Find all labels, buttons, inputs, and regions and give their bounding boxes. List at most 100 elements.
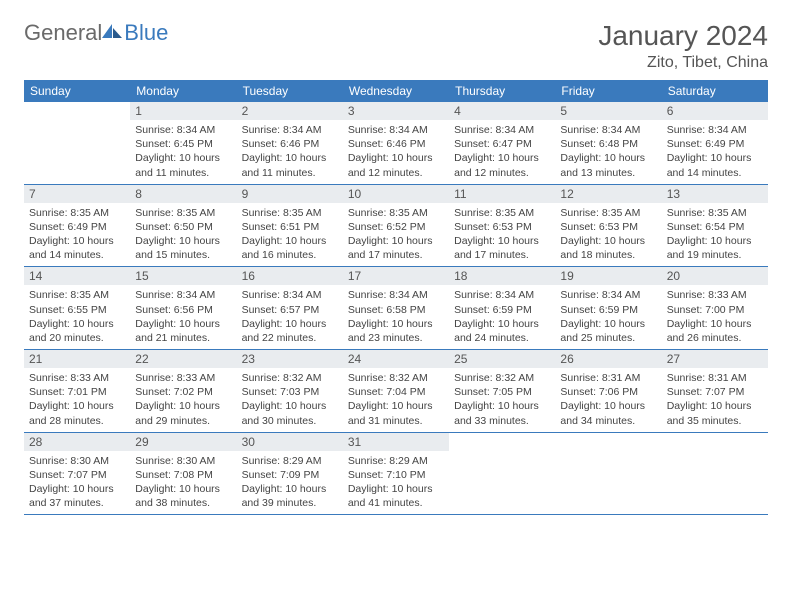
- calendar-day-cell: 3Sunrise: 8:34 AMSunset: 6:46 PMDaylight…: [343, 102, 449, 184]
- sunrise-text: Sunrise: 8:34 AM: [667, 123, 763, 137]
- calendar-day-cell: [662, 432, 768, 515]
- calendar-week-row: 28Sunrise: 8:30 AMSunset: 7:07 PMDayligh…: [24, 432, 768, 515]
- sunrise-text: Sunrise: 8:34 AM: [560, 123, 656, 137]
- day-number: 17: [343, 267, 449, 285]
- sunrise-text: Sunrise: 8:32 AM: [242, 371, 338, 385]
- sunset-text: Sunset: 6:52 PM: [348, 220, 444, 234]
- calendar-day-cell: 5Sunrise: 8:34 AMSunset: 6:48 PMDaylight…: [555, 102, 661, 184]
- sunset-text: Sunset: 6:47 PM: [454, 137, 550, 151]
- day-data: Sunrise: 8:29 AMSunset: 7:09 PMDaylight:…: [237, 451, 343, 515]
- sunset-text: Sunset: 6:53 PM: [454, 220, 550, 234]
- location-label: Zito, Tibet, China: [598, 54, 768, 72]
- brand-blue: Blue: [124, 20, 168, 46]
- calendar-week-row: 21Sunrise: 8:33 AMSunset: 7:01 PMDayligh…: [24, 350, 768, 433]
- day-number: 29: [130, 433, 236, 451]
- daylight-text: Daylight: 10 hours and 21 minutes.: [135, 317, 231, 345]
- sunrise-text: Sunrise: 8:30 AM: [29, 454, 125, 468]
- sunrise-text: Sunrise: 8:32 AM: [454, 371, 550, 385]
- weekday-header: Tuesday: [237, 80, 343, 102]
- calendar-week-row: 7Sunrise: 8:35 AMSunset: 6:49 PMDaylight…: [24, 184, 768, 267]
- sunrise-text: Sunrise: 8:35 AM: [667, 206, 763, 220]
- weekday-header-row: SundayMondayTuesdayWednesdayThursdayFrid…: [24, 80, 768, 102]
- day-number: 9: [237, 185, 343, 203]
- weekday-header: Wednesday: [343, 80, 449, 102]
- day-data: Sunrise: 8:33 AMSunset: 7:01 PMDaylight:…: [24, 368, 130, 432]
- sunset-text: Sunset: 6:46 PM: [242, 137, 338, 151]
- day-number: 11: [449, 185, 555, 203]
- sunrise-text: Sunrise: 8:35 AM: [29, 206, 125, 220]
- day-data: Sunrise: 8:35 AMSunset: 6:55 PMDaylight:…: [24, 285, 130, 349]
- brand-logo: General Blue: [24, 20, 168, 46]
- daylight-text: Daylight: 10 hours and 20 minutes.: [29, 317, 125, 345]
- day-number: 28: [24, 433, 130, 451]
- day-data: Sunrise: 8:34 AMSunset: 6:58 PMDaylight:…: [343, 285, 449, 349]
- day-data: Sunrise: 8:34 AMSunset: 6:56 PMDaylight:…: [130, 285, 236, 349]
- day-number: 24: [343, 350, 449, 368]
- sunrise-text: Sunrise: 8:35 AM: [348, 206, 444, 220]
- day-number: 4: [449, 102, 555, 120]
- sunset-text: Sunset: 7:07 PM: [29, 468, 125, 482]
- weekday-header: Monday: [130, 80, 236, 102]
- day-data: Sunrise: 8:35 AMSunset: 6:51 PMDaylight:…: [237, 203, 343, 267]
- sunrise-text: Sunrise: 8:34 AM: [135, 123, 231, 137]
- day-data: Sunrise: 8:29 AMSunset: 7:10 PMDaylight:…: [343, 451, 449, 515]
- sunrise-text: Sunrise: 8:33 AM: [135, 371, 231, 385]
- sunrise-text: Sunrise: 8:31 AM: [560, 371, 656, 385]
- sunrise-text: Sunrise: 8:34 AM: [454, 123, 550, 137]
- calendar-day-cell: 25Sunrise: 8:32 AMSunset: 7:05 PMDayligh…: [449, 350, 555, 433]
- day-number: 1: [130, 102, 236, 120]
- daylight-text: Daylight: 10 hours and 31 minutes.: [348, 399, 444, 427]
- sunset-text: Sunset: 6:59 PM: [454, 303, 550, 317]
- day-number: 5: [555, 102, 661, 120]
- weekday-header: Saturday: [662, 80, 768, 102]
- sunrise-text: Sunrise: 8:34 AM: [560, 288, 656, 302]
- calendar-day-cell: 26Sunrise: 8:31 AMSunset: 7:06 PMDayligh…: [555, 350, 661, 433]
- day-data: Sunrise: 8:34 AMSunset: 6:49 PMDaylight:…: [662, 120, 768, 184]
- day-data: Sunrise: 8:31 AMSunset: 7:06 PMDaylight:…: [555, 368, 661, 432]
- day-data: Sunrise: 8:34 AMSunset: 6:48 PMDaylight:…: [555, 120, 661, 184]
- day-number: 13: [662, 185, 768, 203]
- day-data: Sunrise: 8:32 AMSunset: 7:03 PMDaylight:…: [237, 368, 343, 432]
- calendar-week-row: 14Sunrise: 8:35 AMSunset: 6:55 PMDayligh…: [24, 267, 768, 350]
- daylight-text: Daylight: 10 hours and 24 minutes.: [454, 317, 550, 345]
- sunset-text: Sunset: 7:08 PM: [135, 468, 231, 482]
- calendar-day-cell: 4Sunrise: 8:34 AMSunset: 6:47 PMDaylight…: [449, 102, 555, 184]
- calendar-day-cell: [555, 432, 661, 515]
- title-block: January 2024 Zito, Tibet, China: [598, 20, 768, 72]
- daylight-text: Daylight: 10 hours and 35 minutes.: [667, 399, 763, 427]
- calendar-day-cell: 30Sunrise: 8:29 AMSunset: 7:09 PMDayligh…: [237, 432, 343, 515]
- sunset-text: Sunset: 6:51 PM: [242, 220, 338, 234]
- day-data: Sunrise: 8:31 AMSunset: 7:07 PMDaylight:…: [662, 368, 768, 432]
- calendar-day-cell: 29Sunrise: 8:30 AMSunset: 7:08 PMDayligh…: [130, 432, 236, 515]
- calendar-week-row: 1Sunrise: 8:34 AMSunset: 6:45 PMDaylight…: [24, 102, 768, 184]
- daylight-text: Daylight: 10 hours and 17 minutes.: [348, 234, 444, 262]
- day-data: Sunrise: 8:34 AMSunset: 6:46 PMDaylight:…: [237, 120, 343, 184]
- day-number: 21: [24, 350, 130, 368]
- sunrise-text: Sunrise: 8:33 AM: [667, 288, 763, 302]
- sunrise-text: Sunrise: 8:34 AM: [135, 288, 231, 302]
- day-number: 22: [130, 350, 236, 368]
- sunrise-text: Sunrise: 8:35 AM: [560, 206, 656, 220]
- calendar-day-cell: 21Sunrise: 8:33 AMSunset: 7:01 PMDayligh…: [24, 350, 130, 433]
- sunset-text: Sunset: 6:57 PM: [242, 303, 338, 317]
- daylight-text: Daylight: 10 hours and 28 minutes.: [29, 399, 125, 427]
- sunset-text: Sunset: 6:58 PM: [348, 303, 444, 317]
- daylight-text: Daylight: 10 hours and 15 minutes.: [135, 234, 231, 262]
- day-number: 14: [24, 267, 130, 285]
- day-number: 3: [343, 102, 449, 120]
- daylight-text: Daylight: 10 hours and 23 minutes.: [348, 317, 444, 345]
- calendar-day-cell: [24, 102, 130, 184]
- sunset-text: Sunset: 7:04 PM: [348, 385, 444, 399]
- daylight-text: Daylight: 10 hours and 30 minutes.: [242, 399, 338, 427]
- day-data: Sunrise: 8:30 AMSunset: 7:07 PMDaylight:…: [24, 451, 130, 515]
- daylight-text: Daylight: 10 hours and 25 minutes.: [560, 317, 656, 345]
- calendar-day-cell: 1Sunrise: 8:34 AMSunset: 6:45 PMDaylight…: [130, 102, 236, 184]
- sunset-text: Sunset: 7:02 PM: [135, 385, 231, 399]
- sunrise-text: Sunrise: 8:29 AM: [242, 454, 338, 468]
- day-number: 19: [555, 267, 661, 285]
- daylight-text: Daylight: 10 hours and 29 minutes.: [135, 399, 231, 427]
- daylight-text: Daylight: 10 hours and 12 minutes.: [348, 151, 444, 179]
- daylight-text: Daylight: 10 hours and 11 minutes.: [135, 151, 231, 179]
- day-data: Sunrise: 8:34 AMSunset: 6:57 PMDaylight:…: [237, 285, 343, 349]
- sunset-text: Sunset: 6:46 PM: [348, 137, 444, 151]
